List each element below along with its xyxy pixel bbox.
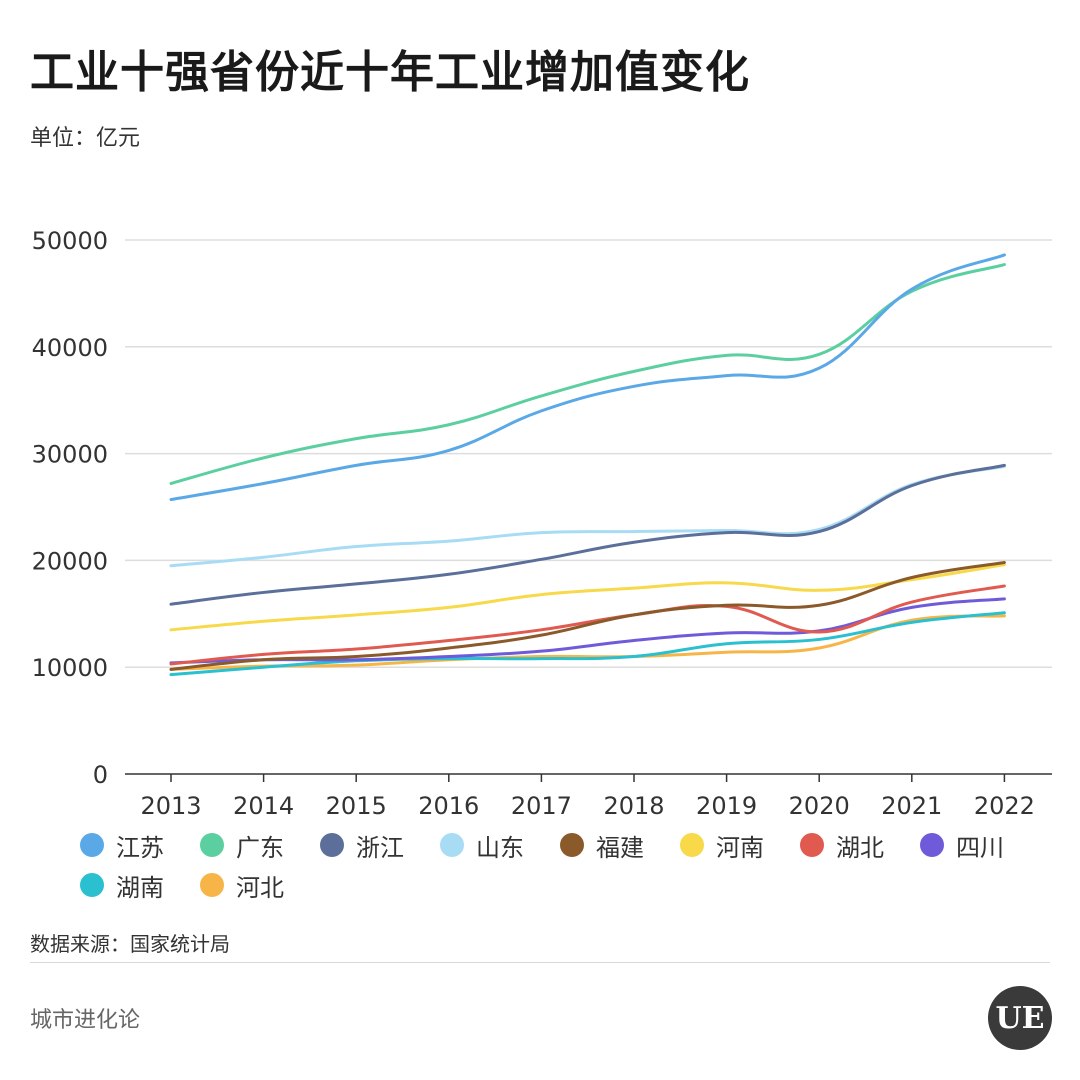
brand-name: 城市进化论: [30, 1008, 141, 1033]
legend-swatch: [200, 873, 224, 897]
legend-label: 山东: [476, 833, 524, 862]
x-tick-label: 2016: [418, 792, 479, 820]
legend-item: 湖北: [800, 830, 920, 862]
legend-label: 河北: [236, 873, 284, 902]
legend-swatch: [200, 833, 224, 857]
legend-swatch: [320, 833, 344, 857]
series-line-湖南: [169, 611, 1006, 677]
y-tick-label: 20000: [32, 547, 108, 575]
legend-item: 河南: [680, 830, 800, 862]
legend-swatch: [80, 873, 104, 897]
series-line-河南: [169, 563, 1006, 632]
y-tick-label: 10000: [32, 654, 108, 682]
x-tick-label: 2017: [511, 792, 572, 820]
x-tick-label: 2018: [603, 792, 664, 820]
legend-label: 河南: [716, 833, 764, 862]
series-line-河北: [169, 614, 1006, 671]
series-line-广东: [169, 263, 1006, 486]
x-tick-label: 2019: [696, 792, 757, 820]
legend-item: 浙江: [320, 830, 440, 862]
legend-swatch: [440, 833, 464, 857]
legend-swatch: [920, 833, 944, 857]
legend-item: 四川: [920, 830, 1040, 862]
legend-label: 湖北: [836, 833, 884, 862]
legend-swatch: [80, 833, 104, 857]
brand-logo: UE: [988, 986, 1052, 1050]
legend-label: 福建: [596, 833, 644, 862]
x-tick-label: 2022: [974, 792, 1035, 820]
legend-item: 广东: [200, 830, 320, 862]
series-line-福建: [169, 561, 1006, 671]
y-tick-label: 0: [93, 761, 108, 789]
legend-item: 湖南: [80, 870, 200, 902]
chart-legend: 江苏 广东 浙江 山东 福建 河南 湖北 四川湖南 河北: [80, 830, 1040, 902]
series-line-江苏: [169, 253, 1006, 502]
legend-swatch: [800, 833, 824, 857]
legend-item: 山东: [440, 830, 560, 862]
legend-item: 江苏: [80, 830, 200, 862]
y-tick-label: 30000: [32, 441, 108, 469]
legend-item: 河北: [200, 870, 320, 902]
x-tick-label: 2020: [789, 792, 850, 820]
footer-divider: [30, 962, 1050, 963]
legend-swatch: [680, 833, 704, 857]
series-line-湖北: [169, 584, 1006, 666]
legend-label: 湖南: [116, 873, 164, 902]
series-line-浙江: [169, 463, 1006, 606]
legend-label: 四川: [956, 833, 1004, 862]
legend-label: 江苏: [116, 833, 164, 862]
x-tick-label: 2015: [326, 792, 387, 820]
legend-label: 浙江: [356, 833, 404, 862]
legend-label: 广东: [236, 833, 284, 862]
x-tick-label: 2013: [140, 792, 201, 820]
x-tick-label: 2014: [233, 792, 294, 820]
line-chart: 0 10000 20000 30000 40000 50000 2013 2014 2015 20…: [32, 227, 1052, 820]
y-tick-label: 40000: [32, 334, 108, 362]
legend-item: 福建: [560, 830, 680, 862]
unit-label: 单位：亿元: [30, 126, 141, 151]
data-source: 数据来源：国家统计局: [30, 932, 230, 956]
y-tick-label: 50000: [32, 227, 108, 255]
chart-title: 工业十强省份近十年工业增加值变化: [30, 47, 750, 98]
x-tick-label: 2021: [881, 792, 942, 820]
legend-swatch: [560, 833, 584, 857]
